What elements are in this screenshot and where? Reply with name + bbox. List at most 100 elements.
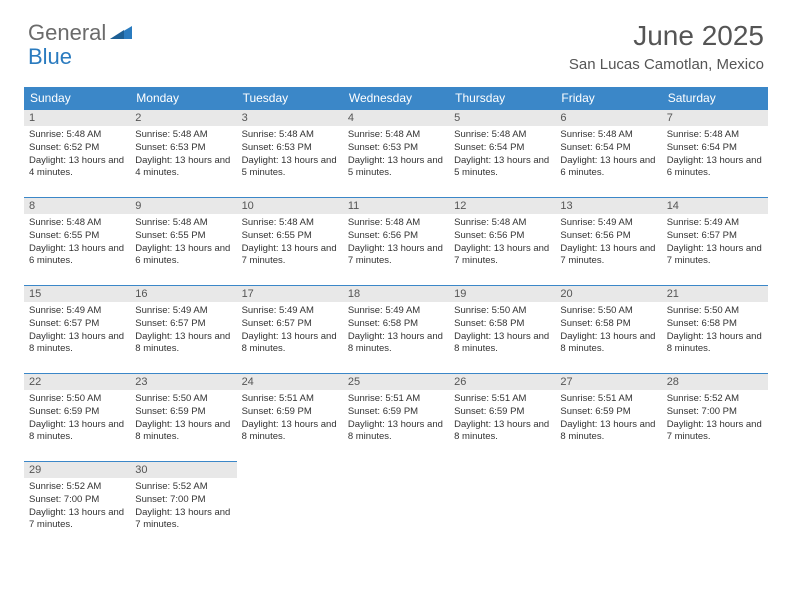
day-number: 13 xyxy=(555,198,661,214)
week-row: 15Sunrise: 5:49 AMSunset: 6:57 PMDayligh… xyxy=(24,286,768,374)
day-cell: 14Sunrise: 5:49 AMSunset: 6:57 PMDayligh… xyxy=(662,198,768,286)
day-details: Sunrise: 5:52 AMSunset: 7:00 PMDaylight:… xyxy=(662,390,768,448)
day-number: 26 xyxy=(449,374,555,390)
day-number: 9 xyxy=(130,198,236,214)
day-details: Sunrise: 5:48 AMSunset: 6:55 PMDaylight:… xyxy=(24,214,130,272)
logo-blue-text-wrap: Blue xyxy=(28,44,72,70)
day-number: 22 xyxy=(24,374,130,390)
day-number: 16 xyxy=(130,286,236,302)
day-cell: 10Sunrise: 5:48 AMSunset: 6:55 PMDayligh… xyxy=(237,198,343,286)
day-details: Sunrise: 5:52 AMSunset: 7:00 PMDaylight:… xyxy=(24,478,130,536)
day-cell xyxy=(662,462,768,550)
day-number: 10 xyxy=(237,198,343,214)
day-cell: 6Sunrise: 5:48 AMSunset: 6:54 PMDaylight… xyxy=(555,110,661,198)
day-cell: 20Sunrise: 5:50 AMSunset: 6:58 PMDayligh… xyxy=(555,286,661,374)
header: General June 2025 San Lucas Camotlan, Me… xyxy=(0,0,792,81)
day-cell xyxy=(555,462,661,550)
day-details: Sunrise: 5:50 AMSunset: 6:58 PMDaylight:… xyxy=(449,302,555,360)
day-details: Sunrise: 5:48 AMSunset: 6:52 PMDaylight:… xyxy=(24,126,130,184)
day-cell: 24Sunrise: 5:51 AMSunset: 6:59 PMDayligh… xyxy=(237,374,343,462)
day-cell: 4Sunrise: 5:48 AMSunset: 6:53 PMDaylight… xyxy=(343,110,449,198)
day-cell: 29Sunrise: 5:52 AMSunset: 7:00 PMDayligh… xyxy=(24,462,130,550)
day-cell: 3Sunrise: 5:48 AMSunset: 6:53 PMDaylight… xyxy=(237,110,343,198)
weekday-header: Friday xyxy=(555,87,661,110)
day-number: 4 xyxy=(343,110,449,126)
day-cell xyxy=(343,462,449,550)
day-details: Sunrise: 5:48 AMSunset: 6:54 PMDaylight:… xyxy=(662,126,768,184)
day-details: Sunrise: 5:49 AMSunset: 6:57 PMDaylight:… xyxy=(237,302,343,360)
day-cell: 25Sunrise: 5:51 AMSunset: 6:59 PMDayligh… xyxy=(343,374,449,462)
day-cell xyxy=(237,462,343,550)
day-details: Sunrise: 5:48 AMSunset: 6:55 PMDaylight:… xyxy=(130,214,236,272)
day-details: Sunrise: 5:51 AMSunset: 6:59 PMDaylight:… xyxy=(343,390,449,448)
week-row: 1Sunrise: 5:48 AMSunset: 6:52 PMDaylight… xyxy=(24,110,768,198)
day-cell: 18Sunrise: 5:49 AMSunset: 6:58 PMDayligh… xyxy=(343,286,449,374)
day-details: Sunrise: 5:48 AMSunset: 6:55 PMDaylight:… xyxy=(237,214,343,272)
day-cell: 7Sunrise: 5:48 AMSunset: 6:54 PMDaylight… xyxy=(662,110,768,198)
day-number: 6 xyxy=(555,110,661,126)
day-cell: 11Sunrise: 5:48 AMSunset: 6:56 PMDayligh… xyxy=(343,198,449,286)
day-cell: 19Sunrise: 5:50 AMSunset: 6:58 PMDayligh… xyxy=(449,286,555,374)
day-cell: 1Sunrise: 5:48 AMSunset: 6:52 PMDaylight… xyxy=(24,110,130,198)
day-details: Sunrise: 5:48 AMSunset: 6:54 PMDaylight:… xyxy=(449,126,555,184)
calendar-table: Sunday Monday Tuesday Wednesday Thursday… xyxy=(24,87,768,550)
weekday-header: Tuesday xyxy=(237,87,343,110)
day-number: 3 xyxy=(237,110,343,126)
day-details: Sunrise: 5:49 AMSunset: 6:56 PMDaylight:… xyxy=(555,214,661,272)
weekday-header-row: Sunday Monday Tuesday Wednesday Thursday… xyxy=(24,87,768,110)
day-number: 21 xyxy=(662,286,768,302)
day-cell: 22Sunrise: 5:50 AMSunset: 6:59 PMDayligh… xyxy=(24,374,130,462)
day-cell: 28Sunrise: 5:52 AMSunset: 7:00 PMDayligh… xyxy=(662,374,768,462)
day-number: 15 xyxy=(24,286,130,302)
day-cell: 8Sunrise: 5:48 AMSunset: 6:55 PMDaylight… xyxy=(24,198,130,286)
day-number: 29 xyxy=(24,462,130,478)
day-number: 18 xyxy=(343,286,449,302)
day-details: Sunrise: 5:48 AMSunset: 6:54 PMDaylight:… xyxy=(555,126,661,184)
day-details: Sunrise: 5:50 AMSunset: 6:59 PMDaylight:… xyxy=(24,390,130,448)
logo-text-general: General xyxy=(28,20,106,46)
day-details: Sunrise: 5:50 AMSunset: 6:58 PMDaylight:… xyxy=(555,302,661,360)
day-details: Sunrise: 5:49 AMSunset: 6:57 PMDaylight:… xyxy=(130,302,236,360)
day-details: Sunrise: 5:48 AMSunset: 6:53 PMDaylight:… xyxy=(130,126,236,184)
day-number: 11 xyxy=(343,198,449,214)
location-label: San Lucas Camotlan, Mexico xyxy=(569,56,764,73)
day-number: 1 xyxy=(24,110,130,126)
weekday-header: Wednesday xyxy=(343,87,449,110)
day-number: 12 xyxy=(449,198,555,214)
week-row: 22Sunrise: 5:50 AMSunset: 6:59 PMDayligh… xyxy=(24,374,768,462)
month-title: June 2025 xyxy=(569,20,764,52)
day-details: Sunrise: 5:51 AMSunset: 6:59 PMDaylight:… xyxy=(555,390,661,448)
day-cell: 23Sunrise: 5:50 AMSunset: 6:59 PMDayligh… xyxy=(130,374,236,462)
day-number: 20 xyxy=(555,286,661,302)
day-cell: 13Sunrise: 5:49 AMSunset: 6:56 PMDayligh… xyxy=(555,198,661,286)
day-number: 30 xyxy=(130,462,236,478)
day-number: 27 xyxy=(555,374,661,390)
logo: General xyxy=(28,20,134,46)
day-cell: 21Sunrise: 5:50 AMSunset: 6:58 PMDayligh… xyxy=(662,286,768,374)
day-cell: 2Sunrise: 5:48 AMSunset: 6:53 PMDaylight… xyxy=(130,110,236,198)
day-details: Sunrise: 5:50 AMSunset: 6:58 PMDaylight:… xyxy=(662,302,768,360)
day-details: Sunrise: 5:51 AMSunset: 6:59 PMDaylight:… xyxy=(449,390,555,448)
week-row: 8Sunrise: 5:48 AMSunset: 6:55 PMDaylight… xyxy=(24,198,768,286)
title-block: June 2025 San Lucas Camotlan, Mexico xyxy=(569,20,764,73)
day-details: Sunrise: 5:52 AMSunset: 7:00 PMDaylight:… xyxy=(130,478,236,536)
day-details: Sunrise: 5:49 AMSunset: 6:57 PMDaylight:… xyxy=(24,302,130,360)
day-cell: 17Sunrise: 5:49 AMSunset: 6:57 PMDayligh… xyxy=(237,286,343,374)
day-details: Sunrise: 5:51 AMSunset: 6:59 PMDaylight:… xyxy=(237,390,343,448)
day-details: Sunrise: 5:49 AMSunset: 6:57 PMDaylight:… xyxy=(662,214,768,272)
day-cell: 16Sunrise: 5:49 AMSunset: 6:57 PMDayligh… xyxy=(130,286,236,374)
day-cell: 27Sunrise: 5:51 AMSunset: 6:59 PMDayligh… xyxy=(555,374,661,462)
day-details: Sunrise: 5:48 AMSunset: 6:56 PMDaylight:… xyxy=(343,214,449,272)
day-cell: 15Sunrise: 5:49 AMSunset: 6:57 PMDayligh… xyxy=(24,286,130,374)
calendar-body: 1Sunrise: 5:48 AMSunset: 6:52 PMDaylight… xyxy=(24,110,768,550)
day-details: Sunrise: 5:48 AMSunset: 6:56 PMDaylight:… xyxy=(449,214,555,272)
day-cell: 30Sunrise: 5:52 AMSunset: 7:00 PMDayligh… xyxy=(130,462,236,550)
logo-triangle-icon xyxy=(110,23,132,44)
day-details: Sunrise: 5:50 AMSunset: 6:59 PMDaylight:… xyxy=(130,390,236,448)
week-row: 29Sunrise: 5:52 AMSunset: 7:00 PMDayligh… xyxy=(24,462,768,550)
day-cell: 5Sunrise: 5:48 AMSunset: 6:54 PMDaylight… xyxy=(449,110,555,198)
day-details: Sunrise: 5:48 AMSunset: 6:53 PMDaylight:… xyxy=(237,126,343,184)
day-number: 23 xyxy=(130,374,236,390)
day-number: 17 xyxy=(237,286,343,302)
day-details: Sunrise: 5:48 AMSunset: 6:53 PMDaylight:… xyxy=(343,126,449,184)
